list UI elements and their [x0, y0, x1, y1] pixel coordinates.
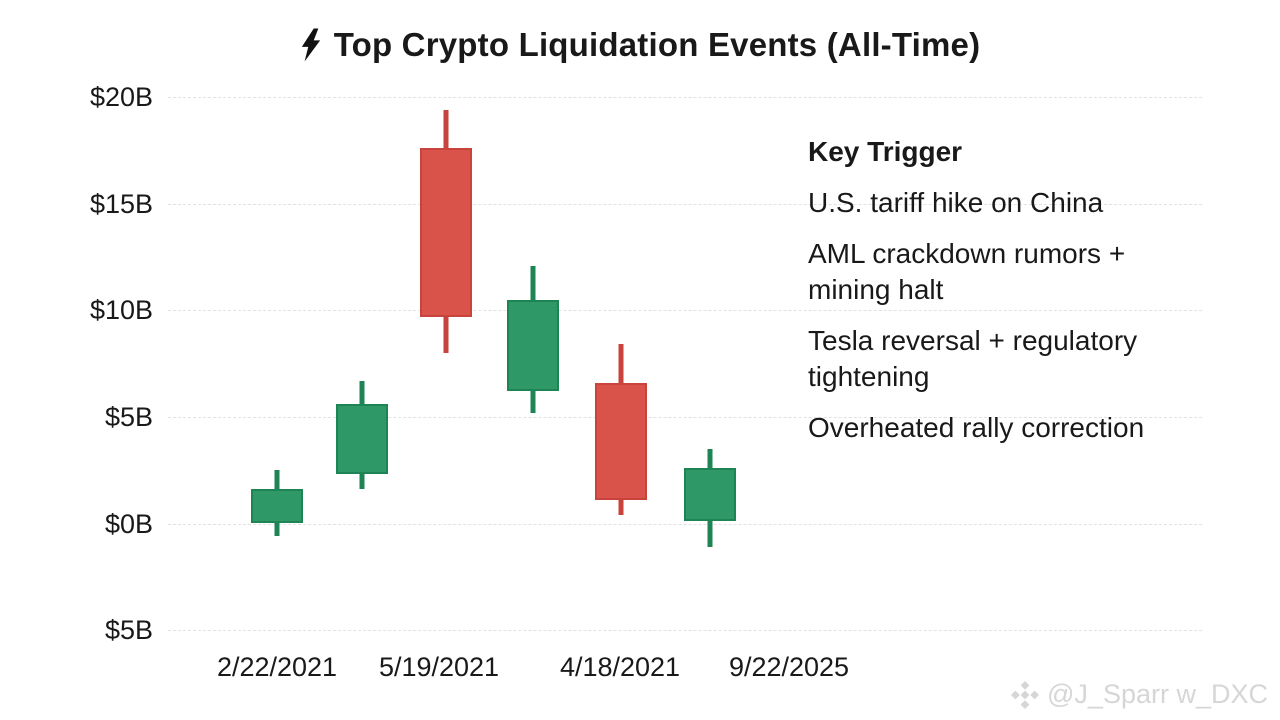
legend: Key Trigger U.S. tariff hike on China AM… — [808, 134, 1186, 446]
y-axis-tick-label: $10B — [89, 295, 153, 326]
gridline — [168, 97, 1202, 99]
candle-body — [336, 404, 388, 475]
watermark-handle: @J_Sparr w_DXC — [1047, 679, 1268, 709]
y-axis-tick-label: $20B — [89, 82, 153, 113]
chart-title-row: Top Crypto Liquidation Events (All-Time) — [0, 26, 1280, 64]
watermark: @J_Sparr w_DXC — [1010, 679, 1268, 710]
y-axis-tick-label: $5B — [104, 401, 153, 432]
candlestick — [336, 380, 388, 490]
x-axis-tick-label: 4/18/2021 — [559, 652, 681, 682]
y-axis-tick-label: $5B — [104, 615, 153, 646]
candle-body — [420, 148, 472, 317]
y-axis-tick-label: $0B — [104, 508, 153, 539]
candle-body — [251, 489, 303, 524]
legend-title: Key Trigger — [808, 136, 963, 167]
x-axis-tick-label: 5/19/2021 — [378, 652, 500, 682]
candle-body — [507, 299, 559, 392]
y-axis-tick-label: $15B — [89, 188, 153, 219]
gridline — [168, 630, 1202, 632]
gridline — [168, 310, 1202, 312]
lightning-bolt-icon — [301, 28, 320, 62]
legend-item: U.S. tariff hike on China — [808, 187, 1104, 218]
candle-body — [684, 468, 736, 522]
legend-item: AML crackdown rumors + mining halt — [808, 238, 1126, 305]
legend-item: Overheated rally correction — [808, 412, 1145, 443]
legend-item: Tesla reversal + regulatory tightening — [808, 325, 1138, 392]
candlestick — [507, 265, 559, 413]
candle-body — [595, 382, 647, 501]
gridline — [168, 523, 1202, 525]
candlestick — [420, 109, 472, 353]
gridline — [168, 416, 1202, 418]
candlestick — [251, 470, 303, 537]
binance-diamond-icon — [1011, 680, 1040, 709]
candlestick — [684, 448, 736, 547]
chart-title: Top Crypto Liquidation Events (All-Time) — [333, 26, 981, 63]
x-axis-tick-label: 2/22/2021 — [216, 652, 338, 682]
gridline — [168, 203, 1202, 205]
candlestick — [595, 344, 647, 515]
x-axis-tick-label: 9/22/2025 — [728, 652, 850, 682]
